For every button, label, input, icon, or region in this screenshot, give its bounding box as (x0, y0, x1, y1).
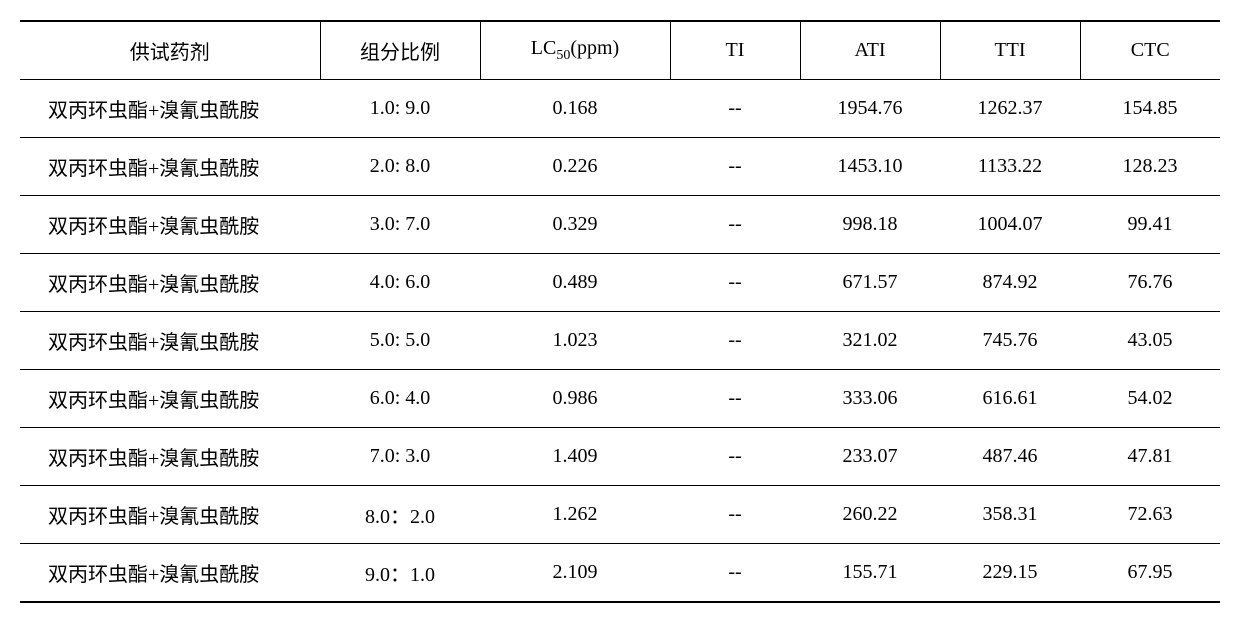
table-header: 供试药剂 组分比例 LC50(ppm) TI ATI TTI CTC (20, 21, 1220, 80)
cell-tti: 874.92 (940, 254, 1080, 312)
cell-ratio: 4.0: 6.0 (320, 254, 480, 312)
cell-ratio: 8.0：2.0 (320, 486, 480, 544)
cell-ratio: 1.0: 9.0 (320, 80, 480, 138)
cell-ti: -- (670, 486, 800, 544)
table-body: 双丙环虫酯+溴氰虫酰胺1.0: 9.00.168--1954.761262.37… (20, 80, 1220, 603)
table-row: 双丙环虫酯+溴氰虫酰胺9.0：1.02.109--155.71229.1567.… (20, 544, 1220, 603)
cell-agent: 双丙环虫酯+溴氰虫酰胺 (20, 80, 320, 138)
cell-tti: 1133.22 (940, 138, 1080, 196)
table-row: 双丙环虫酯+溴氰虫酰胺2.0: 8.00.226--1453.101133.22… (20, 138, 1220, 196)
col-header-ti: TI (670, 21, 800, 80)
table-row: 双丙环虫酯+溴氰虫酰胺1.0: 9.00.168--1954.761262.37… (20, 80, 1220, 138)
col-header-ratio: 组分比例 (320, 21, 480, 80)
cell-ratio: 6.0: 4.0 (320, 370, 480, 428)
cell-ti: -- (670, 544, 800, 603)
cell-tti: 358.31 (940, 486, 1080, 544)
table-row: 双丙环虫酯+溴氰虫酰胺3.0: 7.00.329--998.181004.079… (20, 196, 1220, 254)
cell-ati: 333.06 (800, 370, 940, 428)
cell-lc50: 0.986 (480, 370, 670, 428)
cell-ratio: 5.0: 5.0 (320, 312, 480, 370)
cell-tti: 229.15 (940, 544, 1080, 603)
cell-ctc: 67.95 (1080, 544, 1220, 603)
cell-ratio: 9.0：1.0 (320, 544, 480, 603)
cell-ti: -- (670, 196, 800, 254)
col-header-agent: 供试药剂 (20, 21, 320, 80)
cell-ctc: 154.85 (1080, 80, 1220, 138)
cell-agent: 双丙环虫酯+溴氰虫酰胺 (20, 196, 320, 254)
cell-ati: 321.02 (800, 312, 940, 370)
cell-agent: 双丙环虫酯+溴氰虫酰胺 (20, 370, 320, 428)
table-row: 双丙环虫酯+溴氰虫酰胺5.0: 5.01.023--321.02745.7643… (20, 312, 1220, 370)
cell-ctc: 43.05 (1080, 312, 1220, 370)
cell-ati: 998.18 (800, 196, 940, 254)
cell-agent: 双丙环虫酯+溴氰虫酰胺 (20, 254, 320, 312)
cell-agent: 双丙环虫酯+溴氰虫酰胺 (20, 428, 320, 486)
cell-tti: 616.61 (940, 370, 1080, 428)
cell-agent: 双丙环虫酯+溴氰虫酰胺 (20, 486, 320, 544)
cell-tti: 1262.37 (940, 80, 1080, 138)
cell-lc50: 0.168 (480, 80, 670, 138)
col-header-tti: TTI (940, 21, 1080, 80)
cell-ti: -- (670, 370, 800, 428)
cell-ati: 155.71 (800, 544, 940, 603)
table-row: 双丙环虫酯+溴氰虫酰胺7.0: 3.01.409--233.07487.4647… (20, 428, 1220, 486)
cell-ati: 1453.10 (800, 138, 940, 196)
table-row: 双丙环虫酯+溴氰虫酰胺6.0: 4.00.986--333.06616.6154… (20, 370, 1220, 428)
cell-ctc: 72.63 (1080, 486, 1220, 544)
cell-lc50: 0.226 (480, 138, 670, 196)
cell-lc50: 0.329 (480, 196, 670, 254)
cell-ctc: 54.02 (1080, 370, 1220, 428)
cell-agent: 双丙环虫酯+溴氰虫酰胺 (20, 544, 320, 603)
cell-lc50: 1.262 (480, 486, 670, 544)
col-header-ati: ATI (800, 21, 940, 80)
cell-lc50: 1.409 (480, 428, 670, 486)
cell-ratio: 3.0: 7.0 (320, 196, 480, 254)
cell-ti: -- (670, 312, 800, 370)
cell-ati: 233.07 (800, 428, 940, 486)
col-header-ctc: CTC (1080, 21, 1220, 80)
cell-ti: -- (670, 80, 800, 138)
cell-ati: 1954.76 (800, 80, 940, 138)
cell-ctc: 128.23 (1080, 138, 1220, 196)
data-table: 供试药剂 组分比例 LC50(ppm) TI ATI TTI CTC 双丙环虫酯… (20, 20, 1220, 603)
cell-tti: 487.46 (940, 428, 1080, 486)
cell-lc50: 0.489 (480, 254, 670, 312)
cell-lc50: 1.023 (480, 312, 670, 370)
cell-lc50: 2.109 (480, 544, 670, 603)
cell-tti: 745.76 (940, 312, 1080, 370)
cell-ti: -- (670, 138, 800, 196)
col-header-lc50: LC50(ppm) (480, 21, 670, 80)
cell-agent: 双丙环虫酯+溴氰虫酰胺 (20, 312, 320, 370)
cell-ctc: 99.41 (1080, 196, 1220, 254)
cell-ratio: 2.0: 8.0 (320, 138, 480, 196)
cell-ti: -- (670, 428, 800, 486)
cell-ti: -- (670, 254, 800, 312)
cell-ati: 260.22 (800, 486, 940, 544)
cell-ctc: 47.81 (1080, 428, 1220, 486)
cell-ctc: 76.76 (1080, 254, 1220, 312)
cell-agent: 双丙环虫酯+溴氰虫酰胺 (20, 138, 320, 196)
cell-ratio: 7.0: 3.0 (320, 428, 480, 486)
cell-ati: 671.57 (800, 254, 940, 312)
table-row: 双丙环虫酯+溴氰虫酰胺8.0：2.01.262--260.22358.3172.… (20, 486, 1220, 544)
cell-tti: 1004.07 (940, 196, 1080, 254)
table-row: 双丙环虫酯+溴氰虫酰胺4.0: 6.00.489--671.57874.9276… (20, 254, 1220, 312)
